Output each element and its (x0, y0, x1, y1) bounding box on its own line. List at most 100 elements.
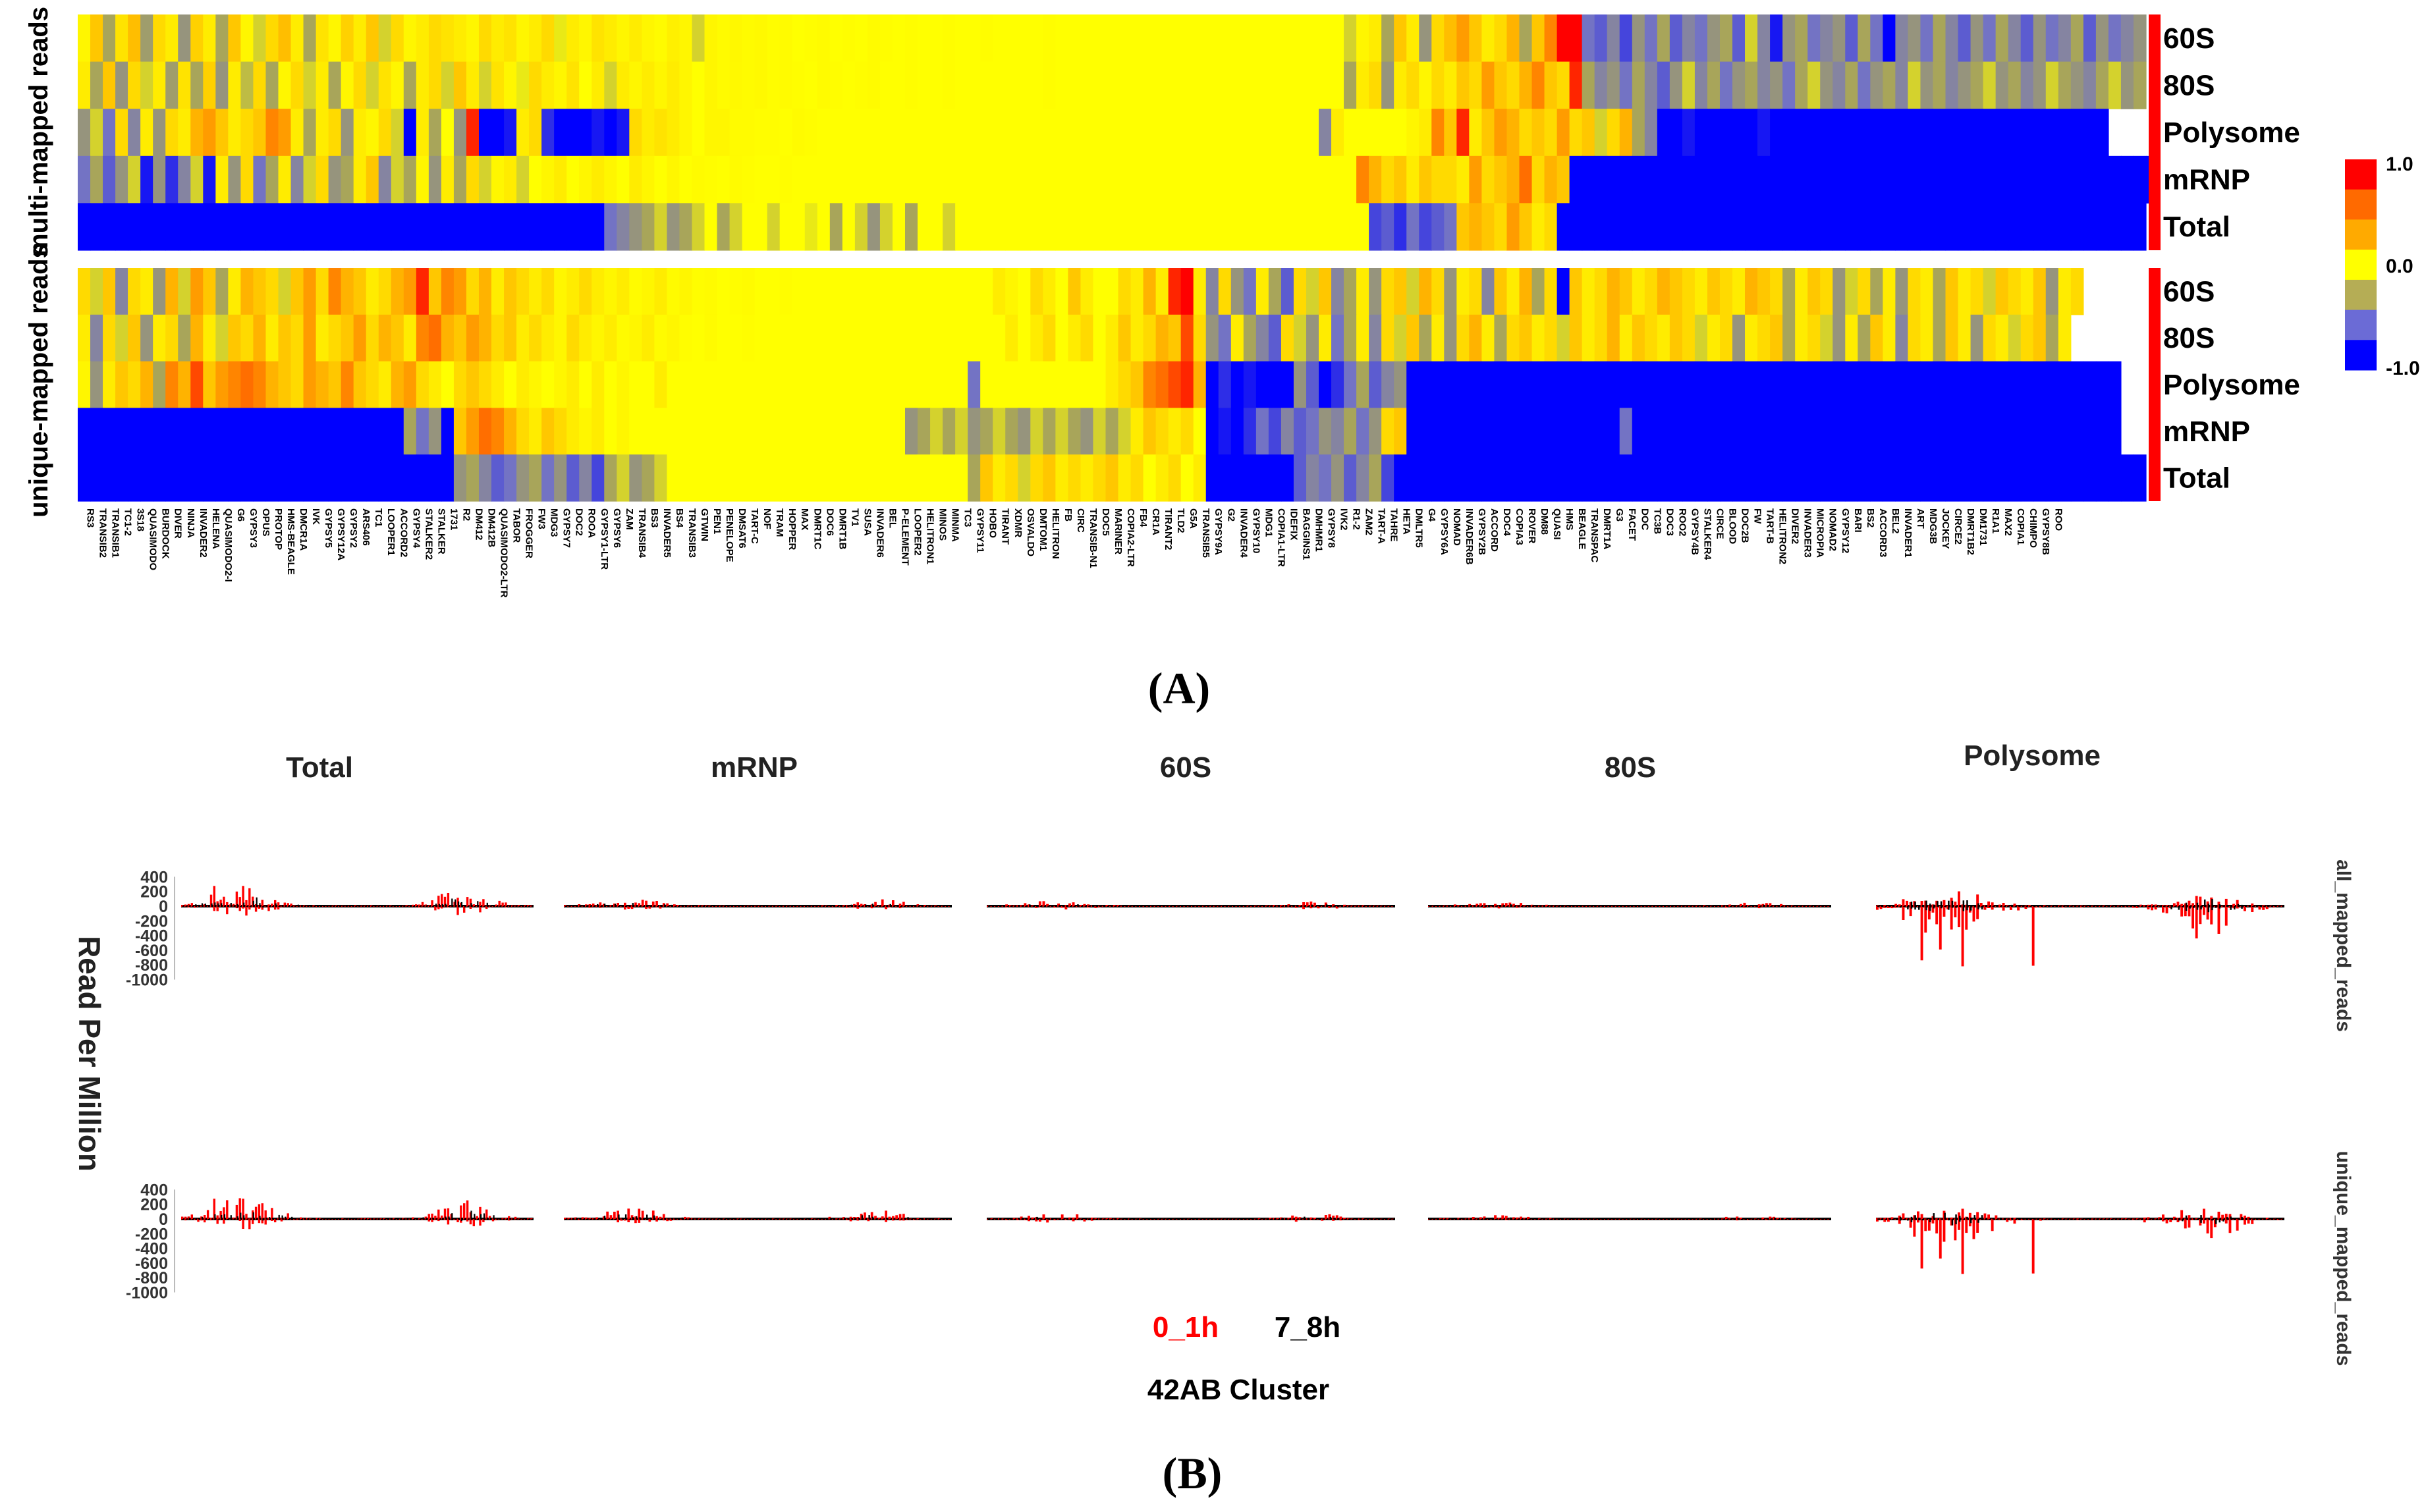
bar-7_8h (713, 906, 715, 907)
bar-7_8h (1723, 905, 1724, 906)
heatmap-cell (804, 203, 818, 251)
bar-7_8h (467, 906, 469, 907)
heatmap-cell (115, 268, 128, 315)
bar-7_8h (868, 1219, 870, 1220)
bar-7_8h (1925, 900, 1927, 906)
heatmap-cell (1933, 109, 1946, 157)
heatmap-cell (341, 203, 354, 251)
heatmap-cell (491, 203, 505, 251)
heatmap-cell (491, 14, 505, 63)
bar-7_8h (1572, 906, 1574, 907)
bar-7_8h (198, 906, 200, 907)
heatmap-cell (504, 314, 517, 362)
bar-7_8h (579, 905, 581, 906)
heatmap-column-label: TRANSIB2 (97, 508, 109, 558)
bar-0_1h (849, 1219, 852, 1222)
bar-0_1h (238, 1198, 241, 1219)
heatmap-cell (1093, 61, 1107, 109)
bar-0_1h (1917, 906, 1919, 907)
heatmap-cell (215, 361, 229, 408)
bar-7_8h (1686, 906, 1688, 907)
bar-7_8h (1021, 906, 1024, 907)
bar-0_1h (479, 902, 482, 906)
heatmap-cell (529, 408, 542, 455)
bar-0_1h (1094, 906, 1097, 908)
heatmap-cell (2070, 14, 2084, 63)
heatmap-cell (1130, 203, 1144, 251)
heatmap-cell (667, 109, 680, 157)
heatmap-cell (579, 361, 592, 408)
bar-7_8h (435, 1219, 437, 1220)
bar-0_1h (1497, 905, 1501, 906)
bar-7_8h (1259, 906, 1261, 907)
bar-0_1h (1475, 906, 1479, 907)
bar-7_8h (1440, 906, 1443, 907)
heatmap-cell (1093, 454, 1107, 502)
bar-0_1h (651, 902, 655, 906)
heatmap-column-label: GYPSY3 (248, 508, 259, 548)
heatmap-cell (1218, 361, 1232, 408)
bar-7_8h (1392, 906, 1394, 907)
heatmap-cell (679, 155, 693, 203)
heatmap-cell (441, 268, 455, 315)
heatmap-cell (165, 155, 179, 203)
bar-0_1h (1743, 902, 1746, 906)
bar-0_1h (2039, 906, 2042, 908)
bar-7_8h (1929, 906, 1931, 911)
bar-0_1h (617, 906, 619, 907)
bar-7_8h (723, 1219, 726, 1220)
heatmap-cell (366, 14, 379, 63)
bar-7_8h (441, 904, 443, 906)
heatmap-cell (2095, 109, 2109, 157)
bar-0_1h (206, 1210, 209, 1219)
bar-0_1h (2139, 906, 2143, 907)
bar-7_8h (246, 906, 248, 907)
bar-0_1h (472, 1219, 475, 1227)
heatmap-cell (642, 109, 655, 157)
heatmap-cell (403, 61, 417, 109)
heatmap-cell (2120, 454, 2134, 502)
heatmap-cell (366, 203, 379, 251)
bar-0_1h (312, 905, 315, 906)
heatmap-cell (441, 408, 455, 455)
heatmap-cell (1130, 268, 1144, 315)
bar-0_1h (209, 894, 213, 906)
bar-7_8h (1359, 905, 1362, 907)
bar-0_1h (1972, 906, 1975, 922)
bar-7_8h (1029, 1219, 1031, 1220)
bar-7_8h (850, 1218, 852, 1219)
bar-7_8h (515, 906, 517, 907)
heatmap-cell (692, 268, 705, 315)
bar-7_8h (702, 1219, 705, 1220)
heatmap-cell (1682, 109, 1695, 157)
bar-7_8h (416, 1218, 418, 1220)
heatmap-cell (1770, 314, 1783, 362)
bar-0_1h (1958, 891, 1960, 906)
heatmap-cell (667, 203, 680, 251)
bar-7_8h (1777, 905, 1779, 906)
heatmap-cell (1243, 361, 1257, 408)
bar-0_1h (1046, 906, 1049, 907)
bar-7_8h (486, 1219, 488, 1220)
bar-7_8h (875, 906, 877, 907)
bar-7_8h (833, 1218, 835, 1220)
bar-0_1h (1556, 906, 1559, 907)
heatmap-cell (1820, 454, 1833, 502)
heatmap-column-label: MDG3B (1927, 508, 1939, 544)
bar-7_8h (2245, 905, 2247, 907)
bar-7_8h (416, 1219, 418, 1220)
bar-7_8h (2044, 906, 2047, 907)
bar-7_8h (575, 906, 578, 907)
bar-7_8h (636, 905, 638, 906)
heatmap-cell (1356, 61, 1369, 109)
bar-0_1h (1935, 900, 1939, 906)
heatmap-cell (617, 155, 630, 203)
heatmap-cell (2133, 203, 2147, 251)
bar-7_8h (207, 906, 209, 907)
heatmap-cell (1883, 408, 1896, 455)
heatmap-cell (2083, 408, 2097, 455)
bar-0_1h (634, 902, 637, 906)
heatmap-cell (278, 454, 292, 502)
heatmap-cell (466, 408, 480, 455)
bar-7_8h (565, 1219, 567, 1220)
